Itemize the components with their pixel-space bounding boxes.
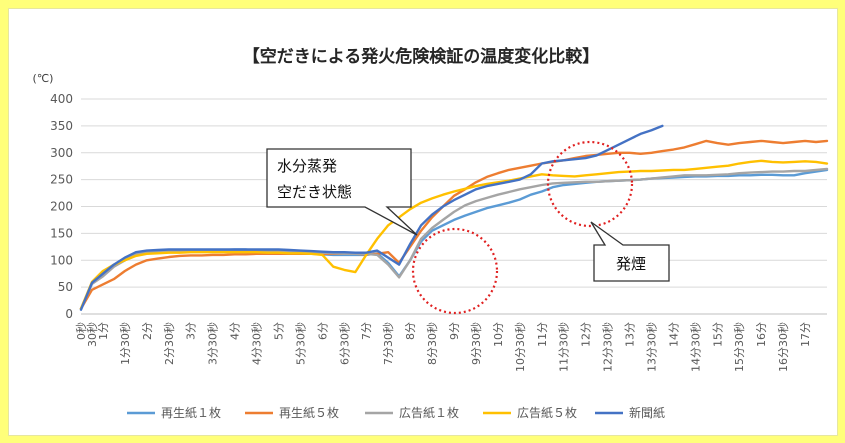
x-tick-label: 7分 [360,322,373,340]
series-line-5 [79,124,664,311]
y-tick-label: 250 [50,173,73,187]
series-line-2 [79,139,829,310]
x-tick-label: 17分 [799,322,812,347]
chart-frame: 【空だきによる発火危険検証の温度変化比較】 (℃) 0 50 100 150 200 25… [8,8,838,436]
legend-label: 再生紙５枚 [279,405,339,420]
callout-text: 発煙 [616,255,646,273]
y-tick-label: 400 [50,92,73,106]
x-tick-label: 16分 [755,322,768,347]
series-lines [79,124,829,311]
x-tick-label: 4分30秒 [250,322,264,365]
x-tick-label: 9分30秒 [469,322,483,365]
x-tick-label: 6分 [316,322,329,340]
x-tick-label: 3分 [185,322,198,340]
legend-label: 再生紙１枚 [161,405,221,420]
series-line-3 [79,167,829,310]
callout-box-evaporation [266,148,418,236]
y-tick-labels: 0 50 100 150 200 250 300 350 400 [50,92,73,321]
x-tick-label: 3分30秒 [206,322,220,365]
chart-title: 【空だきによる発火危険検証の温度変化比較】 [243,46,600,67]
highlight-circle-smoke [546,140,634,228]
x-tick-label: 4分 [229,322,242,340]
legend: 再生紙１枚 再生紙５枚 広告紙１枚 広告紙５枚 新聞紙 [127,405,665,420]
x-tick-label: 5分 [272,322,285,340]
x-tick-label: 8分 [404,322,417,340]
y-tick-label: 350 [50,119,73,133]
x-tick-label: 12分 [580,322,593,347]
x-tick-label: 13分 [624,322,637,347]
x-tick-label: 14分 [667,322,680,347]
x-tick-label: 6分30秒 [337,322,351,365]
x-tick-label: 11分 [536,322,549,347]
x-tick-label: 16分30秒 [776,322,790,372]
x-tick-label: 14分30秒 [688,322,702,372]
x-tick-label: 7分30秒 [381,322,395,365]
y-tick-label: 150 [50,226,73,240]
x-tick-label: 13分30秒 [644,322,658,372]
callout-box-smoke [590,221,670,282]
x-tick-label: 2分30秒 [162,322,176,365]
x-tick-label: 15分 [711,322,724,347]
y-tick-label: 0 [65,307,73,321]
legend-label: 新聞紙 [629,405,665,420]
y-axis-unit-label: (℃) [33,72,54,85]
x-tick-label: 30秒 [85,322,99,347]
x-tick-label: 2分 [141,322,154,340]
x-tick-label: 0秒 [74,322,88,340]
x-tick-label: 8分30秒 [425,322,439,365]
gridlines [81,98,827,315]
x-tick-label: 1分 [97,322,110,340]
callout-text-line: 空だき状態 [277,183,352,201]
y-tick-label: 50 [58,280,73,294]
y-tick-label: 300 [50,146,73,160]
x-tick-label: 5分30秒 [293,322,307,365]
y-tick-label: 100 [50,253,73,267]
x-tick-label: 10分 [492,322,505,347]
x-tick-label: 11分30秒 [557,322,571,372]
x-tick-label: 12分30秒 [601,322,615,372]
legend-label: 広告紙１枚 [399,405,459,420]
y-tick-label: 200 [50,200,73,214]
x-tick-label: 10分30秒 [513,322,527,372]
x-tick-label: 9分 [448,322,461,340]
x-tick-label: 15分30秒 [732,322,746,372]
chart: 【空だきによる発火危険検証の温度変化比較】 (℃) 0 50 100 150 200 25… [33,46,829,420]
x-tick-label: 1分30秒 [118,322,132,365]
highlight-circle-evaporation [411,227,499,315]
series-line-4 [79,159,829,310]
callout-text-line: 水分蒸発 [277,157,337,175]
legend-label: 広告紙５枚 [517,405,577,420]
